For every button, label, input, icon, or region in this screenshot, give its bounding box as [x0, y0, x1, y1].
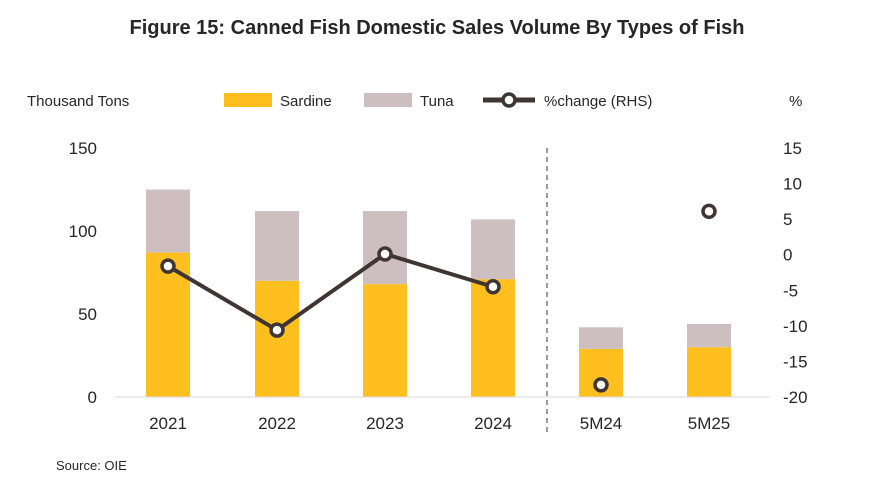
- x-tick-label: 2022: [258, 414, 296, 433]
- left-tick-label: 50: [78, 305, 97, 324]
- change-marker: [269, 322, 285, 338]
- legend-label-sardine: Sardine: [280, 93, 332, 110]
- bar-sardine: [363, 284, 407, 397]
- x-tick-label: 2023: [366, 414, 404, 433]
- left-tick-label: 150: [69, 139, 97, 158]
- right-tick-label: -5: [783, 281, 798, 300]
- right-tick-label: -20: [783, 388, 808, 407]
- change-polyline: [166, 252, 494, 333]
- legend-marker-change: [501, 92, 517, 108]
- change-marker: [485, 278, 501, 295]
- left-axis-label: Thousand Tons: [27, 93, 129, 110]
- x-tick-label: 5M25: [688, 414, 731, 433]
- change-marker: [593, 377, 609, 393]
- x-axis: 2021 2022 2023 2024 5M24 5M25: [149, 414, 730, 433]
- legend-label-change: %change (RHS): [544, 93, 652, 110]
- left-axis: 0 50 100 150: [69, 139, 97, 407]
- change-marker: [160, 258, 176, 274]
- change-marker: [701, 203, 717, 220]
- legend-swatch-tuna: [364, 93, 412, 107]
- right-axis-label: %: [789, 93, 802, 110]
- legend: Sardine Tuna %change (RHS): [224, 92, 652, 110]
- source-note: Source: OIE: [56, 458, 127, 473]
- bar-tuna: [255, 211, 299, 281]
- bar-sardine: [255, 280, 299, 397]
- left-tick-label: 100: [69, 222, 97, 241]
- change-line: [160, 203, 717, 393]
- right-axis: -20 -15 -10 -5 0 5 10 15: [783, 139, 808, 407]
- bars: [146, 189, 731, 397]
- x-tick-label: 2024: [474, 414, 512, 433]
- change-marker: [377, 246, 393, 262]
- right-tick-label: 5: [783, 210, 792, 229]
- right-tick-label: 0: [783, 246, 792, 265]
- bar-tuna: [579, 327, 623, 349]
- left-tick-label: 0: [88, 388, 97, 407]
- bar-sardine: [471, 279, 515, 397]
- x-tick-label: 5M24: [580, 414, 623, 433]
- bar-tuna: [687, 323, 731, 348]
- legend-swatch-sardine: [224, 93, 272, 107]
- right-tick-label: -10: [783, 317, 808, 336]
- x-tick-label: 2021: [149, 414, 187, 433]
- right-tick-label: 10: [783, 175, 802, 194]
- chart-title: Figure 15: Canned Fish Domestic Sales Vo…: [130, 17, 745, 39]
- right-tick-label: -15: [783, 352, 808, 371]
- bar-sardine: [687, 347, 731, 397]
- bar-tuna: [146, 189, 190, 253]
- right-tick-label: 15: [783, 139, 802, 158]
- legend-label-tuna: Tuna: [420, 93, 454, 110]
- bar-tuna: [471, 219, 515, 280]
